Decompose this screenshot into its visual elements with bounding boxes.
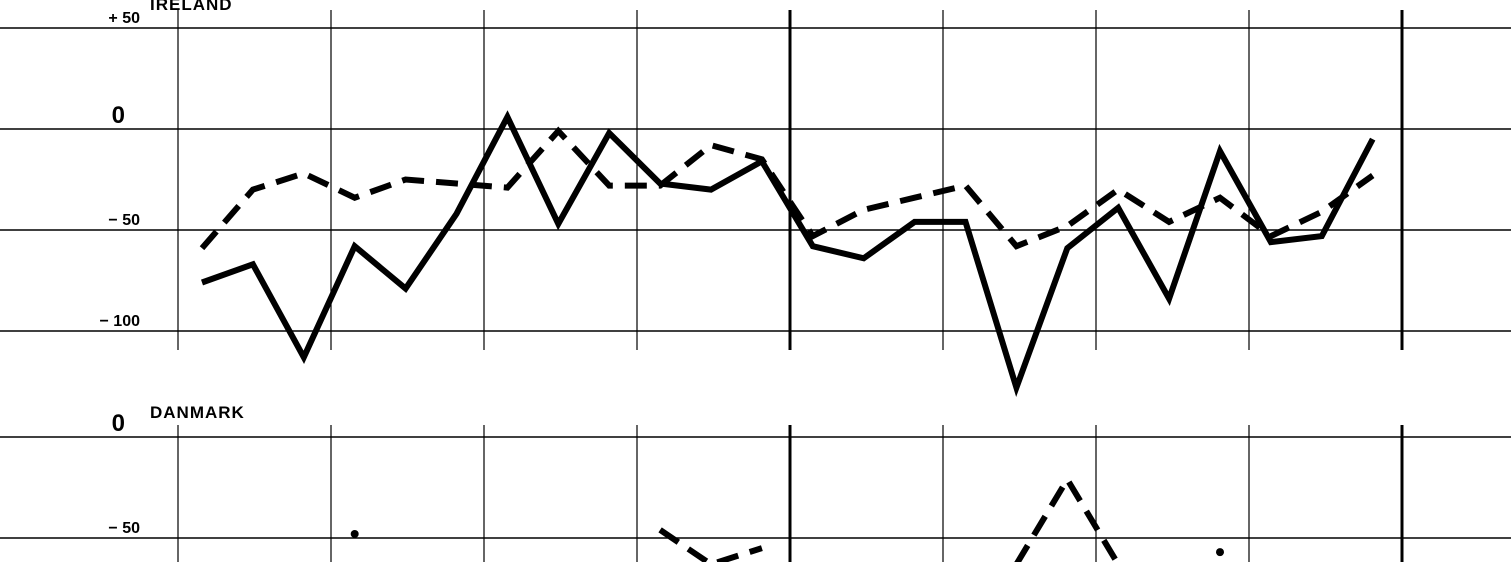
- panel-title: DANMARK: [150, 403, 245, 422]
- data-line: [658, 527, 763, 567]
- y-tick-label: − 100: [100, 313, 141, 330]
- panel-title: IRELAND: [150, 0, 233, 14]
- y-tick-label: 0: [112, 410, 125, 437]
- y-tick-label: + 50: [108, 10, 140, 27]
- y-tick-label: − 50: [108, 520, 140, 537]
- data-point: [1216, 548, 1224, 557]
- y-tick-label: 0: [112, 102, 125, 129]
- y-tick-label: − 50: [108, 212, 140, 229]
- data-line: [200, 110, 1376, 398]
- data-point: [350, 529, 359, 538]
- data-line: [1013, 473, 1121, 566]
